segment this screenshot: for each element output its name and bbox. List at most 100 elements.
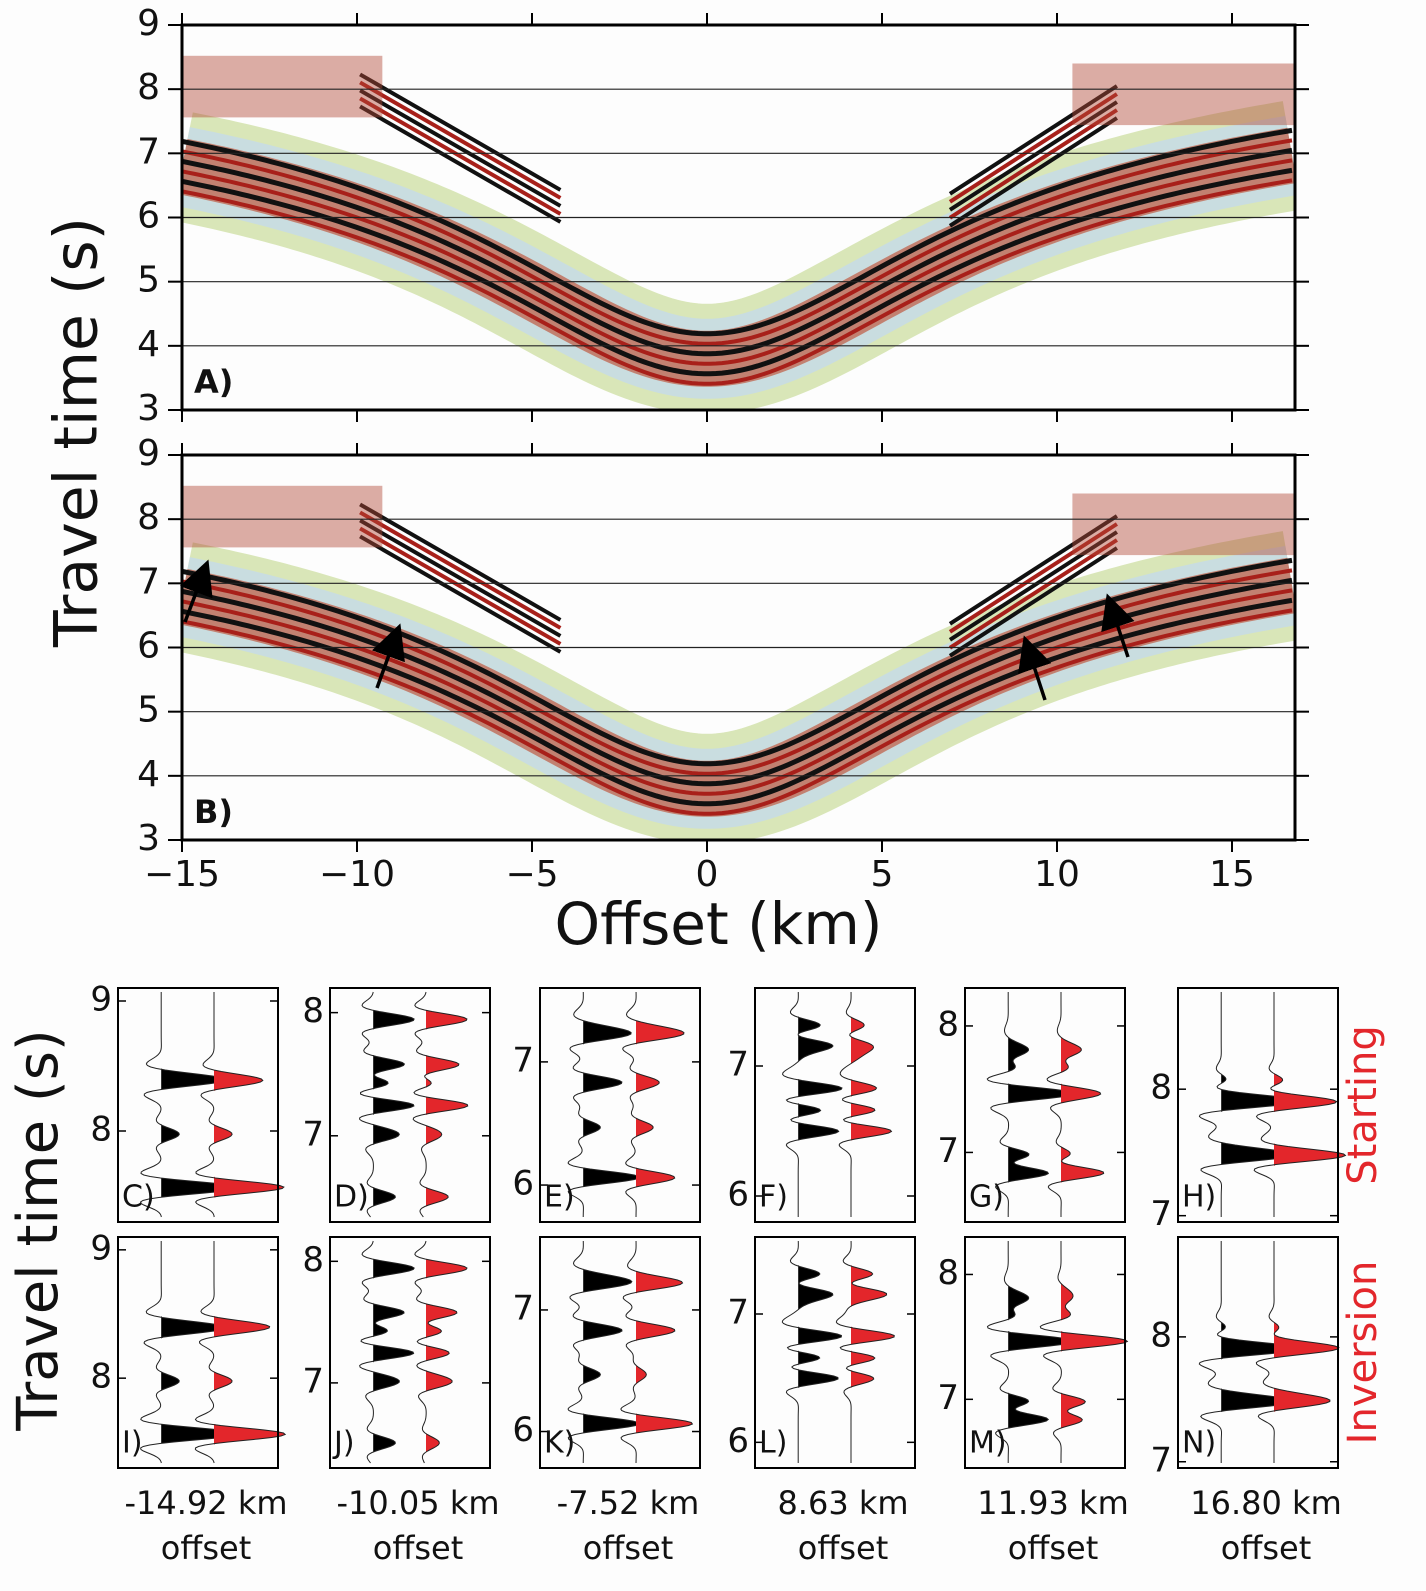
offset-label: -10.05 km — [336, 1484, 499, 1522]
trace-fill — [426, 1241, 467, 1463]
y-tick-label: 8 — [137, 67, 160, 108]
y-tick-label: 7 — [512, 1288, 534, 1328]
y-tick-label: 6 — [512, 1164, 534, 1204]
y-tick-label: 6 — [137, 626, 160, 667]
event — [359, 96, 562, 216]
event — [359, 502, 562, 622]
y-tick-label: 8 — [137, 497, 160, 538]
panel-label: F) — [759, 1180, 788, 1215]
event — [182, 597, 1293, 807]
annotation-arrows — [179, 559, 1135, 701]
y-tick-label: 6 — [727, 1175, 749, 1215]
x-axis-title: Offset (km) — [554, 890, 882, 958]
panel-frame — [117, 1236, 279, 1469]
x-tick-label: −15 — [144, 854, 220, 895]
event — [948, 522, 1119, 634]
panel-label: N) — [1182, 1426, 1216, 1461]
event — [948, 538, 1119, 650]
x-tick-label: 5 — [871, 854, 894, 895]
panel-frame — [964, 987, 1126, 1223]
band — [182, 127, 1295, 387]
y-tick-label: 7 — [137, 561, 160, 602]
offset-caption: offset — [161, 1529, 252, 1567]
trace — [414, 1240, 468, 1464]
offset-caption: offset — [583, 1529, 674, 1567]
trace — [1253, 992, 1347, 1217]
y-tick-label: 7 — [512, 1040, 534, 1080]
trace-fill — [1008, 1241, 1075, 1463]
y-tick-label: 5 — [137, 260, 160, 301]
panel-frame — [1177, 1236, 1339, 1469]
event — [182, 138, 1293, 346]
far-band — [1072, 63, 1295, 126]
y-tick-label: 6 — [512, 1410, 534, 1450]
trace — [359, 991, 415, 1218]
event — [359, 104, 562, 224]
trace-fill — [636, 1241, 693, 1463]
offset-caption: offset — [1221, 1529, 1312, 1567]
far-band — [1072, 493, 1295, 556]
offset-caption: offset — [373, 1529, 464, 1567]
event — [359, 526, 562, 646]
y-tick-label: 7 — [302, 1114, 324, 1154]
trace — [139, 992, 240, 1218]
panel-label: H) — [1182, 1180, 1216, 1215]
panel-frame — [964, 1236, 1126, 1469]
panel-frame — [754, 987, 916, 1223]
far-band — [182, 485, 383, 548]
arrow — [1018, 635, 1052, 701]
panel-frame — [1177, 987, 1339, 1223]
y-tick-label: 6 — [727, 1421, 749, 1461]
trace — [1255, 1241, 1340, 1463]
trace-fill — [1274, 1241, 1339, 1463]
trace-fill — [636, 992, 684, 1217]
event — [948, 108, 1119, 220]
labels: 3 4 5 6 7 8 9 A) Travel time (s) 3 4 5 6 7 8 9 −15 −10 −5 0… — [6, 3, 1386, 1567]
trace — [838, 991, 893, 1217]
y-tick-label: 7 — [137, 131, 160, 172]
y-tick-label: 7 — [937, 1131, 959, 1171]
trace — [835, 1240, 895, 1463]
event — [948, 530, 1119, 642]
trace-fill — [798, 992, 842, 1217]
seismic-image — [182, 485, 1295, 840]
panel-frame — [329, 987, 491, 1223]
x-tick-label: −10 — [319, 854, 395, 895]
y-tick-label: 8 — [302, 1240, 324, 1280]
trace-fill — [583, 1241, 640, 1463]
y-tick-label: 8 — [937, 1253, 959, 1293]
y-tick-label: 9 — [137, 433, 160, 474]
event — [948, 116, 1119, 228]
offset-caption: offset — [798, 1529, 889, 1567]
panel-frame — [329, 1236, 491, 1469]
event — [182, 147, 1293, 357]
panel-label: C) — [122, 1180, 155, 1215]
trace-fill — [851, 992, 892, 1217]
panel-label: G) — [969, 1180, 1004, 1215]
trace — [140, 1241, 241, 1464]
arrow — [1101, 593, 1135, 658]
trace — [412, 991, 469, 1218]
trace — [1039, 1241, 1129, 1463]
y-tick-label: 5 — [137, 690, 160, 731]
trace — [781, 1240, 842, 1463]
trace-fill — [1061, 992, 1104, 1217]
y-tick-label: 4 — [137, 324, 160, 365]
event — [359, 534, 562, 654]
y-tick-label: 7 — [302, 1361, 324, 1401]
panel-label: I) — [122, 1426, 143, 1461]
offset-label: 11.93 km — [977, 1484, 1128, 1522]
panel-label: B) — [194, 793, 233, 831]
event — [182, 127, 1293, 337]
trace-fill — [161, 1241, 240, 1463]
event — [948, 100, 1119, 212]
seismic-image — [182, 55, 1295, 410]
plot-frame — [180, 23, 1297, 412]
offset-label: -14.92 km — [124, 1484, 287, 1522]
trace-fill — [373, 992, 415, 1217]
event — [182, 167, 1293, 377]
y-tick-label: 8 — [90, 1110, 112, 1150]
offset-label: -7.52 km — [557, 1484, 700, 1522]
trace — [782, 991, 843, 1217]
event — [182, 608, 1293, 816]
